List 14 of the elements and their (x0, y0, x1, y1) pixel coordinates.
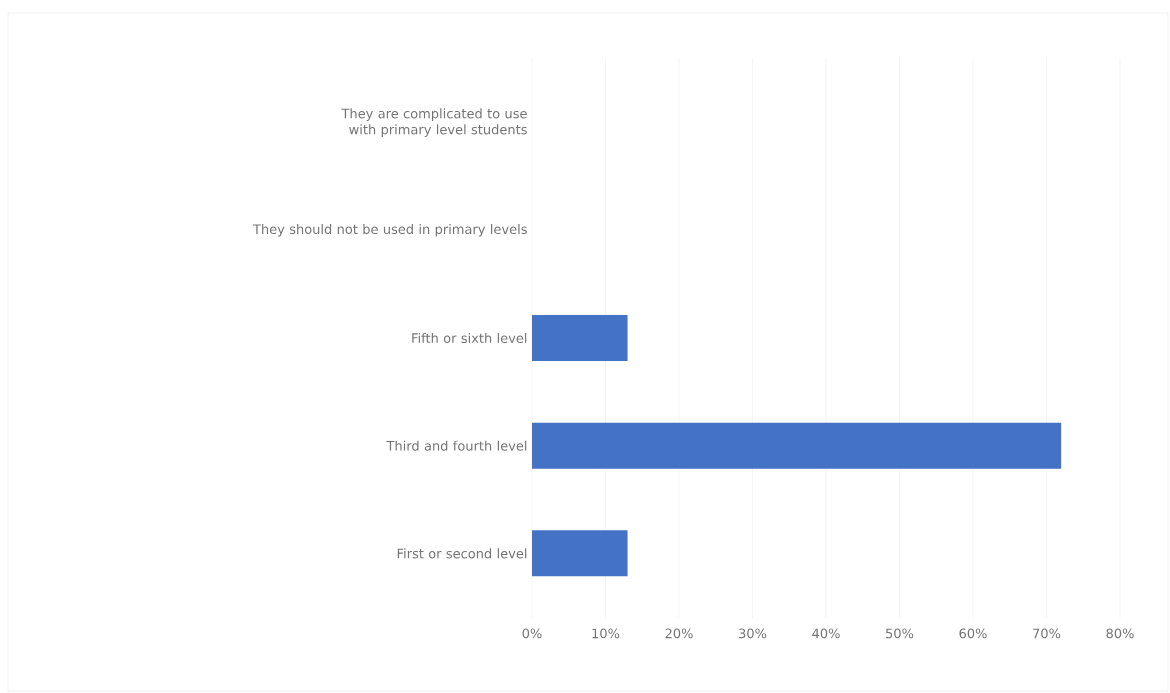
x-tick-label: 60% (959, 628, 987, 639)
x-tick-label: 40% (812, 628, 840, 639)
y-tick-label: Third and fourth level (386, 440, 527, 451)
x-tick-label: 10% (592, 628, 620, 639)
x-tick-label: 30% (739, 628, 767, 639)
x-tick-label: 70% (1033, 628, 1061, 639)
x-tick-label: 80% (1106, 628, 1134, 639)
y-tick-label: First or second level (397, 548, 527, 559)
y-tick-label: They should not be used in primary levels (252, 224, 527, 237)
y-tick-label: They are complicated to use with primary level students (341, 108, 527, 137)
y-tick-label: Fifth or sixth level (412, 332, 527, 344)
x-tick-label: 0% (522, 628, 542, 639)
x-tick-label: 50% (886, 628, 914, 639)
x-tick-label: 20% (665, 628, 693, 639)
